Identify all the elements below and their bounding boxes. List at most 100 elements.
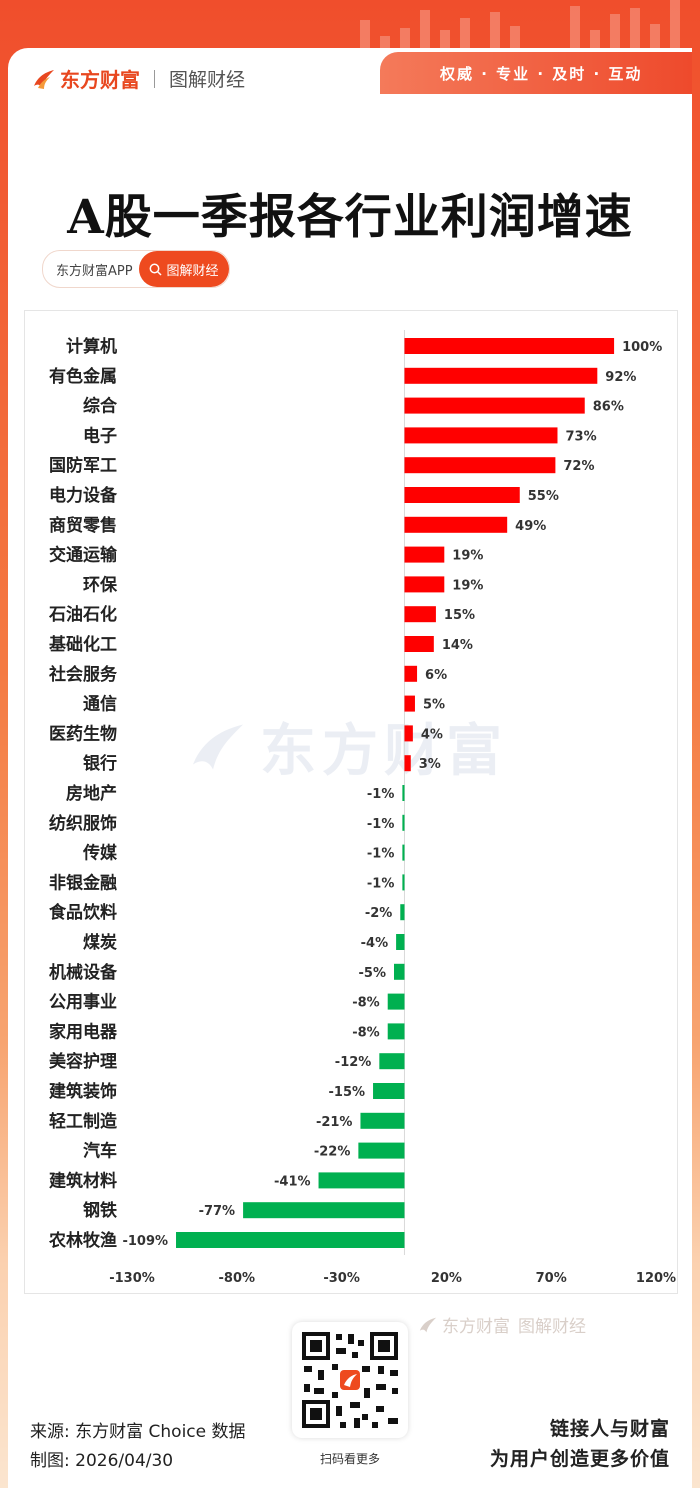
watermark-logo-icon — [193, 724, 243, 769]
category-label: 农林牧渔 — [48, 1230, 117, 1251]
bar — [404, 367, 598, 384]
bar — [404, 397, 585, 414]
pill-search-button[interactable]: 图解财经 — [139, 251, 229, 287]
data-label: 92% — [605, 370, 636, 385]
data-label: 49% — [515, 519, 546, 534]
category-label: 房地产 — [66, 783, 117, 804]
data-label: -5% — [359, 966, 386, 981]
x-tick-label: 120% — [636, 1271, 676, 1286]
category-label: 传媒 — [82, 843, 118, 864]
data-label: 100% — [622, 340, 662, 355]
data-label: -8% — [352, 1025, 379, 1040]
footer-brand: 东方财富 图解财经 — [418, 1312, 586, 1337]
category-label: 医药生物 — [49, 723, 117, 744]
category-label: 环保 — [83, 574, 118, 595]
bar — [358, 1142, 405, 1159]
bar — [243, 1202, 405, 1219]
bar — [404, 636, 434, 652]
category-label: 家用电器 — [49, 1021, 118, 1042]
x-tick-label: -30% — [323, 1271, 360, 1286]
made-date: 制图: 2026/04/30 — [30, 1451, 174, 1471]
data-label: 5% — [423, 698, 445, 713]
data-label: 73% — [565, 429, 596, 444]
watermark: 东方财富 — [188, 706, 508, 787]
category-label: 美容护理 — [49, 1051, 117, 1072]
source-info: 来源: 东方财富 Choice 数据 制图: 2026/04/30 — [30, 1418, 246, 1476]
channel-pill[interactable]: 东方财富APP 图解财经 — [42, 250, 230, 288]
data-label: -1% — [367, 847, 394, 862]
x-tick-label: -80% — [219, 1271, 256, 1286]
bar — [404, 725, 413, 742]
data-label: -2% — [365, 906, 392, 921]
bar — [387, 993, 405, 1010]
bar — [404, 695, 415, 712]
search-icon — [150, 263, 163, 276]
category-label: 公用事业 — [49, 993, 117, 1013]
category-label: 国防军工 — [49, 455, 117, 476]
category-label: 银行 — [83, 753, 117, 774]
data-label: -1% — [367, 817, 394, 832]
category-label: 煤炭 — [83, 932, 117, 953]
category-label: 电子 — [83, 425, 117, 446]
bar — [404, 338, 615, 354]
bar — [404, 516, 508, 533]
slogan-line-2: 为用户创造更多价值 — [489, 1448, 670, 1470]
category-label: 通信 — [83, 694, 117, 715]
data-label: 86% — [593, 400, 624, 415]
data-label: 3% — [419, 757, 441, 772]
data-label: -4% — [361, 936, 388, 951]
bar — [318, 1172, 405, 1189]
qr-code[interactable] — [292, 1322, 408, 1438]
x-tick-label: 20% — [431, 1271, 462, 1286]
data-label: -1% — [367, 876, 394, 891]
category-label: 电力设备 — [49, 485, 118, 506]
logo-divider — [154, 69, 155, 88]
category-label: 机械设备 — [49, 962, 118, 983]
bar — [400, 904, 405, 921]
bar — [360, 1112, 405, 1129]
data-label: -15% — [329, 1085, 366, 1100]
slogan: 链接人与财富 为用户创造更多价值 — [490, 1414, 670, 1474]
qr-code-image — [302, 1332, 398, 1428]
pill-channel-label: 图解财经 — [166, 263, 219, 279]
slogan-line-1: 链接人与财富 — [549, 1418, 670, 1440]
brand-logo: 东方财富 图解财经 — [32, 64, 245, 93]
data-label: 4% — [421, 727, 443, 742]
data-label: 19% — [452, 549, 483, 564]
qr-caption: 扫码看更多 — [319, 1452, 380, 1466]
footer-logo-icon — [419, 1317, 437, 1332]
data-label: -21% — [316, 1115, 353, 1130]
category-label: 基础化工 — [48, 634, 117, 655]
category-label: 计算机 — [66, 336, 117, 357]
page-title: A股一季报各行业利润增速 — [67, 190, 633, 245]
data-label: -77% — [199, 1204, 236, 1219]
category-label: 社会服务 — [48, 664, 118, 685]
x-tick-label: -130% — [109, 1271, 155, 1286]
watermark-text: 东方财富 — [260, 719, 508, 784]
bar — [404, 457, 556, 474]
data-label: 19% — [452, 578, 483, 593]
category-label: 轻工制造 — [49, 1111, 118, 1132]
bar — [402, 874, 405, 891]
bar — [373, 1083, 405, 1099]
bar — [404, 546, 445, 563]
category-label: 有色金属 — [49, 366, 117, 387]
bar — [404, 755, 411, 772]
brand-name: 东方财富 — [60, 68, 140, 92]
category-label: 综合 — [83, 396, 118, 417]
data-label: 15% — [444, 608, 475, 623]
source-text: 来源: 东方财富 Choice 数据 — [30, 1422, 246, 1442]
category-label: 食品饮料 — [49, 902, 117, 923]
candlestick-decoration — [360, 0, 680, 52]
tagline-tab — [380, 52, 692, 94]
bar — [402, 785, 405, 801]
data-label: 14% — [442, 638, 473, 653]
x-tick-label: 70% — [536, 1271, 567, 1286]
tagline: 权威 · 专业 · 及时 · 互动 — [440, 65, 643, 83]
footer-channel-name: 图解财经 — [518, 1317, 586, 1337]
data-label: 72% — [563, 459, 594, 474]
data-label: -1% — [367, 787, 394, 802]
bar — [404, 665, 418, 682]
brand-flame-icon — [34, 69, 54, 89]
bar — [404, 576, 445, 593]
